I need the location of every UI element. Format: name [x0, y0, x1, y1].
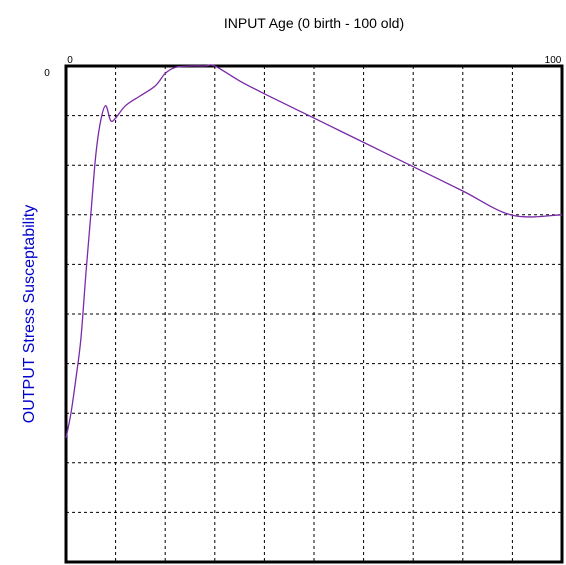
plot-frame	[64, 64, 564, 564]
x-tick-label-min: 0	[67, 55, 73, 66]
y-tick-label-top: 0	[44, 68, 50, 79]
x-tick-label-max: 100	[545, 55, 562, 66]
grid	[66, 66, 562, 562]
series-line	[65, 64, 563, 439]
chart-title: INPUT Age (0 birth - 100 old)	[223, 15, 405, 31]
